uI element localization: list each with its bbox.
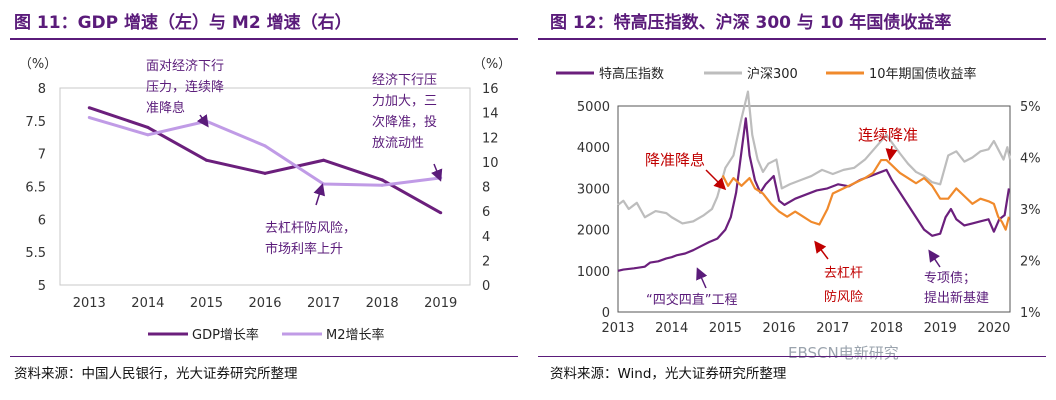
gdp-point [322, 158, 326, 162]
legend-m2-label: M2增长率 [326, 327, 385, 343]
annotation-uhv-project: “四交四直”工程 [646, 292, 737, 308]
y-left-tick-label: 7 [38, 148, 46, 163]
uhv-index-line [617, 117, 1011, 272]
legend-label: 10年期国债收益率 [869, 66, 977, 82]
x-tick-label: 2019 [924, 321, 957, 336]
source-divider [10, 356, 518, 357]
gdp-point [439, 211, 443, 215]
annotation-consecutive-rrr-cut: 连续降准 [858, 126, 918, 144]
annotation-rate-cut-2015: 面对经济下行压力，连续降准降息 [146, 59, 224, 116]
annotation-liquidity-2019: 经济下行压力加大，三次降准，投放流动性 [372, 73, 437, 151]
left-axis-unit: （%） [19, 57, 57, 72]
x-tick-label: 2020 [977, 321, 1010, 336]
x-tick-label: 2018 [366, 296, 399, 311]
m2-point [146, 133, 150, 137]
y-right-tick-label: 3% [1020, 203, 1041, 218]
y-left-tick-label: 2000 [577, 224, 610, 239]
y-right-tick-label: 2 [482, 254, 490, 269]
annotation-arrow [814, 240, 829, 260]
y-left-tick-label: 1000 [577, 265, 610, 280]
y-right-tick-label: 8 [482, 181, 490, 196]
x-tick-label: 2018 [870, 321, 903, 336]
y-right-tick-label: 4% [1020, 152, 1041, 167]
y-right-tick-label: 6 [482, 205, 490, 220]
annotation-special-bonds: 专项债；提出新基建 [924, 271, 989, 306]
y-left-tick-label: 5000 [577, 100, 610, 115]
y-left-tick-label: 6.5 [25, 181, 46, 196]
uhv-index-chart: 0 1000 2000 3000 4000 5000 1% 2% 3% 4% 5% 2013 2014 2… [556, 66, 1041, 336]
legend-gdp-label: GDP增长率 [192, 327, 259, 343]
y-left-tick-label: 8 [38, 82, 46, 97]
x-tick-label: 2013 [601, 321, 634, 336]
m2-point [380, 183, 384, 187]
legend-label: 特高压指数 [599, 66, 664, 82]
y-right-tick-label: 12 [482, 131, 499, 146]
y-right-tick-label: 4 [482, 230, 490, 245]
x-tick-label: 2017 [307, 296, 340, 311]
annotation-arrow [885, 145, 898, 161]
figure-title: 图 12：特高压指数、沪深 300 与 10 年国债收益率 [550, 13, 952, 33]
annotation-arrow [196, 114, 209, 128]
y-left-tick-label: 7.5 [25, 115, 46, 130]
bond-yield-line [721, 158, 1010, 231]
x-tick-label: 2016 [248, 296, 281, 311]
annotation-arrow [705, 169, 727, 191]
gdp-point [380, 178, 384, 182]
right-axis-unit: （%） [473, 57, 511, 72]
plot-frame [617, 105, 1011, 313]
annotation-deleveraging: 去杠杆防风险 [824, 265, 863, 305]
gdp-point [204, 158, 208, 162]
csi300-line [617, 90, 1012, 225]
annotation-rate-cut: 降准降息 [645, 151, 705, 169]
annotation-arrow [928, 249, 941, 268]
x-tick-label: 2016 [763, 321, 796, 336]
y-right-tick-label: 10 [482, 156, 499, 171]
annotation-arrow [313, 183, 326, 206]
x-tick-label: 2017 [816, 321, 849, 336]
y-right-tick-label: 2% [1020, 255, 1041, 270]
y-left-tick-label: 3000 [577, 182, 610, 197]
title-divider [538, 38, 1046, 40]
source-divider [538, 356, 1046, 357]
x-tick-label: 2013 [73, 296, 106, 311]
source-note: 资料来源：中国人民银行，光大证券研究所整理 [14, 366, 298, 382]
y-right-tick-label: 5% [1020, 100, 1041, 115]
legend-label: 沪深300 [747, 66, 798, 82]
y-right-tick-label: 16 [482, 82, 499, 97]
y-left-tick-label: 6 [38, 213, 46, 228]
gdp-point [263, 171, 267, 175]
annotation-arrow [431, 163, 443, 182]
annotation-arrow [696, 267, 708, 289]
source-note: 资料来源：Wind，光大证券研究所整理 [550, 366, 787, 382]
annotation-deleveraging: 去杠杆防风险，市场利率上升 [265, 220, 356, 257]
right-panel: 图 12：特高压指数、沪深 300 与 10 年国债收益率 0 1000 2000 3… [528, 0, 1056, 400]
x-tick-label: 2015 [190, 296, 223, 311]
gdp-m2-chart: （%） （%） 5 5.5 6 6.5 7 7.5 8 0 2 4 6 8 10 12 14 16 2013 2014… [19, 57, 511, 343]
m2-point [263, 144, 267, 148]
gdp-point [146, 125, 150, 129]
title-divider [10, 38, 518, 40]
x-tick-label: 2014 [131, 296, 164, 311]
plot-frame [59, 87, 471, 286]
figure-title: 图 11：GDP 增速（左）与 M2 增速（右） [14, 13, 352, 33]
m2-point [322, 182, 326, 186]
m2-point [87, 116, 91, 120]
y-right-tick-label: 0 [482, 279, 490, 294]
x-tick-label: 2014 [655, 321, 688, 336]
y-left-tick-label: 0 [602, 306, 610, 321]
x-tick-label: 2015 [709, 321, 742, 336]
watermark: EBSCN电新研究 [788, 344, 899, 362]
x-tick-label: 2019 [424, 296, 457, 311]
y-left-tick-label: 5 [38, 279, 46, 294]
gdp-point [87, 106, 91, 110]
y-right-tick-label: 1% [1020, 306, 1041, 321]
y-right-tick-label: 14 [482, 107, 499, 122]
left-panel: 图 11：GDP 增速（左）与 M2 增速（右） （%） （%） 5 5.5 6 6.5 7… [10, 13, 518, 382]
y-left-tick-label: 5.5 [25, 246, 46, 261]
y-left-tick-label: 4000 [577, 141, 610, 156]
